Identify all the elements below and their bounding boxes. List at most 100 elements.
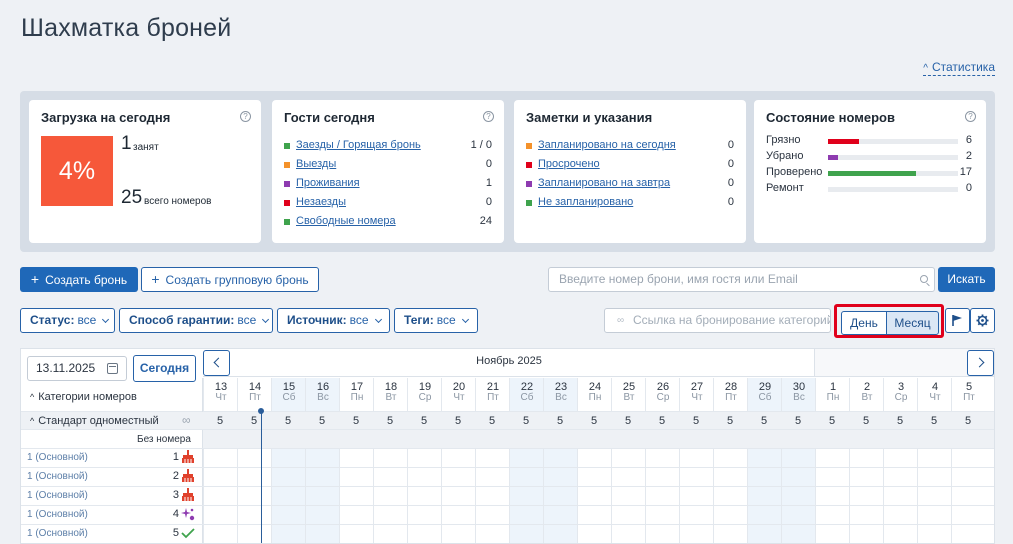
day-column[interactable]: 5 Пт <box>951 378 985 543</box>
legend-swatch <box>284 200 290 206</box>
room-category-label[interactable]: 1 (Основной) <box>27 452 88 463</box>
help-icon[interactable]: ? <box>965 111 976 122</box>
day-weekday: Пн <box>588 392 602 403</box>
chevron-down-icon <box>102 315 110 324</box>
guests-link[interactable]: Незаезды <box>296 196 346 208</box>
prev-period-button[interactable] <box>203 350 230 376</box>
day-column[interactable]: 26 Ср <box>645 378 679 543</box>
filter-tags[interactable]: Теги: все <box>394 308 478 333</box>
day-column[interactable]: 1 Пн <box>815 378 849 543</box>
next-period-button[interactable] <box>967 350 994 376</box>
day-number: 5 <box>965 381 973 393</box>
guests-link[interactable]: Свободные номера <box>296 215 396 227</box>
day-weekday: Пт <box>963 392 975 403</box>
room-category-label[interactable]: 1 (Основной) <box>27 509 88 520</box>
guests-count: 1 / 0 <box>470 139 492 151</box>
notes-item: Просрочено 0 <box>526 157 734 173</box>
notes-link[interactable]: Не запланировано <box>538 196 634 208</box>
categories-header[interactable]: ^ Категории номеров <box>30 391 137 403</box>
room-status-item: Убрано 2 <box>766 149 974 165</box>
flag-button[interactable] <box>945 308 970 333</box>
search-input[interactable] <box>559 268 909 290</box>
row-divider <box>21 524 994 525</box>
notes-card: Заметки и указания Запланировано на сего… <box>514 100 746 243</box>
day-weekday: Чт <box>929 392 941 403</box>
notes-card-title: Заметки и указания <box>526 110 653 125</box>
day-column[interactable]: 21 Пт <box>475 378 509 543</box>
view-day-button[interactable]: День <box>841 311 887 335</box>
day-column[interactable]: 27 Чт <box>679 378 713 543</box>
check-icon[interactable] <box>181 526 195 543</box>
guests-count: 24 <box>479 215 492 227</box>
help-icon[interactable]: ? <box>240 111 251 122</box>
view-month-button[interactable]: Месяц <box>886 311 939 335</box>
filter-source-value: все <box>349 313 369 327</box>
broom-icon[interactable] <box>181 488 195 505</box>
plus-icon: + <box>30 271 40 287</box>
sparkle-icon[interactable] <box>181 507 195 524</box>
create-group-booking-label: Создать групповую бронь <box>165 273 309 287</box>
page-title: Шахматка броней <box>21 14 232 42</box>
filter-guarantee[interactable]: Способ гарантии: все <box>119 308 273 333</box>
chevron-up-icon: ^ <box>923 63 928 74</box>
day-column[interactable]: 3 Ср <box>883 378 917 543</box>
guests-item: Выезды 0 <box>284 157 492 173</box>
settings-button[interactable] <box>970 308 995 333</box>
day-column[interactable]: 17 Пн <box>339 378 373 543</box>
day-weekday: Пт <box>249 392 261 403</box>
notes-link[interactable]: Запланировано на сегодня <box>538 139 676 151</box>
help-icon[interactable]: ? <box>483 111 494 122</box>
day-column[interactable]: 14 Пт <box>237 378 271 543</box>
day-column[interactable]: 18 Вт <box>373 378 407 543</box>
day-column[interactable]: 22 Сб <box>509 378 543 543</box>
day-column[interactable]: 29 Сб <box>747 378 781 543</box>
day-column[interactable]: 23 Вс <box>543 378 577 543</box>
today-button[interactable]: Сегодня <box>133 355 196 382</box>
day-weekday: Пт <box>487 392 499 403</box>
day-column[interactable]: 28 Пт <box>713 378 747 543</box>
room-category-label[interactable]: 1 (Основной) <box>27 528 88 539</box>
notes-item: Запланировано на сегодня 0 <box>526 138 734 154</box>
day-number: 18 <box>384 381 398 393</box>
day-column[interactable]: 25 Вт <box>611 378 645 543</box>
row-divider <box>21 505 994 506</box>
day-column[interactable]: 2 Вт <box>849 378 883 543</box>
day-column[interactable]: 15 Сб <box>271 378 305 543</box>
room-category-label[interactable]: 1 (Основной) <box>27 471 88 482</box>
occupied-count: 1 <box>121 133 132 154</box>
day-column[interactable]: 16 Вс <box>305 378 339 543</box>
day-column[interactable]: 24 Пн <box>577 378 611 543</box>
filter-source[interactable]: Источник: все <box>277 308 390 333</box>
row-divider <box>21 467 994 468</box>
create-group-booking-button[interactable]: + Создать групповую бронь <box>141 267 319 292</box>
statistics-toggle[interactable]: ^ Статистика <box>923 61 995 76</box>
broom-icon[interactable] <box>181 450 195 467</box>
day-number: 24 <box>588 381 602 393</box>
broom-icon[interactable] <box>181 469 195 486</box>
row-divider <box>21 486 994 487</box>
day-column[interactable]: 20 Чт <box>441 378 475 543</box>
day-number: 29 <box>758 381 772 393</box>
create-booking-button[interactable]: + Создать бронь <box>20 267 138 292</box>
day-number: 2 <box>863 381 871 393</box>
day-column[interactable]: 30 Вс <box>781 378 815 543</box>
day-column[interactable]: 19 Ср <box>407 378 441 543</box>
filter-status[interactable]: Статус: все <box>20 308 115 333</box>
link-icon[interactable]: ∞ <box>182 413 191 427</box>
guests-link[interactable]: Выезды <box>296 158 337 170</box>
day-column[interactable]: 13 Чт <box>203 378 237 543</box>
notes-link[interactable]: Просрочено <box>538 158 600 170</box>
day-column[interactable]: 4 Чт <box>917 378 951 543</box>
availability-count: 5 <box>488 415 496 427</box>
category-name[interactable]: ^ Стандарт одноместный <box>30 415 159 427</box>
guests-link[interactable]: Проживания <box>296 177 360 189</box>
room-status-bar-track <box>828 155 958 160</box>
room-status-bar <box>828 139 860 144</box>
date-picker[interactable]: 13.11.2025 <box>27 356 127 381</box>
room-category-label[interactable]: 1 (Основной) <box>27 490 88 501</box>
room-status-label: Грязно <box>766 134 801 146</box>
search-button[interactable]: Искать <box>938 267 995 292</box>
category-booking-link-field[interactable]: ∞ Ссылка на бронирование категорий <box>604 308 831 333</box>
notes-link[interactable]: Запланировано на завтра <box>538 177 671 189</box>
guests-link[interactable]: Заезды / Горящая бронь <box>296 139 421 151</box>
